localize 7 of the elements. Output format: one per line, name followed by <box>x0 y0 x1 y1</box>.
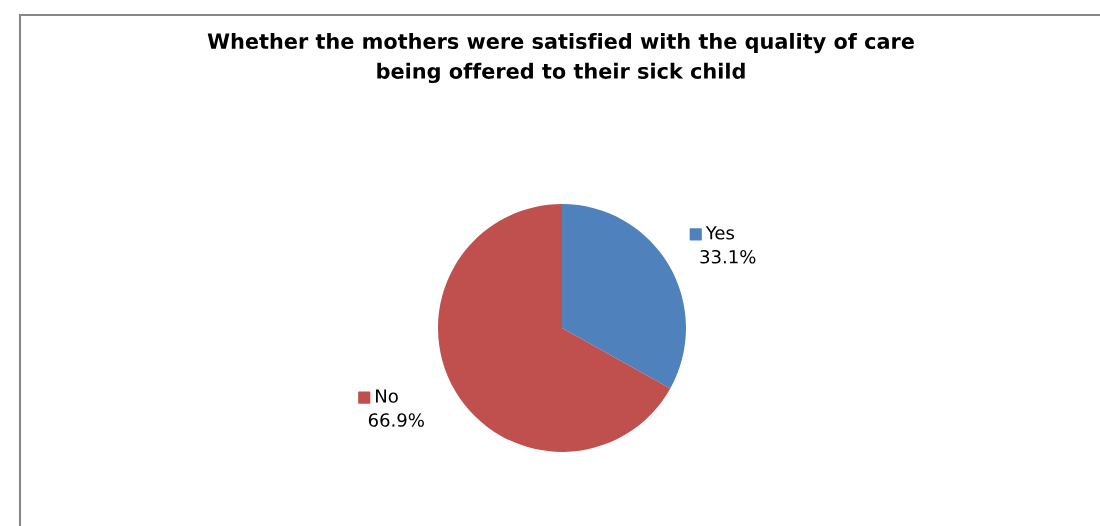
legend-label: Yes <box>705 226 735 240</box>
data-label: 33.1% <box>700 249 756 264</box>
chart-title: Whether the mothers were satisfied with the quality of care being offered to their sick child <box>207 32 914 84</box>
pie-slice <box>562 204 686 389</box>
legend-label: No <box>376 389 398 403</box>
data-label: 66.9% <box>368 413 424 427</box>
pie-slice <box>438 204 671 452</box>
